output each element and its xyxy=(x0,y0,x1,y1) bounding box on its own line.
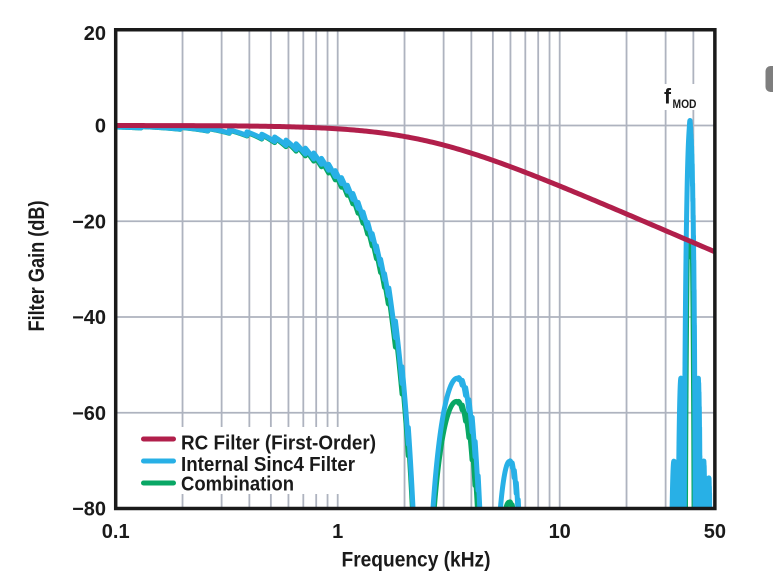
svg-text:−40: −40 xyxy=(72,307,106,329)
svg-text:−20: −20 xyxy=(72,211,106,233)
svg-text:0: 0 xyxy=(95,116,106,138)
svg-text:0.1: 0.1 xyxy=(102,521,130,543)
svg-text:RC Filter (First-Order): RC Filter (First-Order) xyxy=(181,432,376,454)
svg-text:−80: −80 xyxy=(72,499,106,521)
svg-text:10: 10 xyxy=(549,521,571,543)
svg-text:−60: −60 xyxy=(72,403,106,425)
svg-text:Combination: Combination xyxy=(181,474,294,496)
svg-text:1: 1 xyxy=(332,521,343,543)
svg-text:MOD: MOD xyxy=(673,99,697,111)
svg-text:Internal Sinc4 Filter: Internal Sinc4 Filter xyxy=(181,454,355,476)
svg-text:Frequency (kHz): Frequency (kHz) xyxy=(342,549,491,572)
svg-text:50: 50 xyxy=(704,521,726,543)
svg-text:f: f xyxy=(664,86,672,109)
svg-text:Filter Gain (dB): Filter Gain (dB) xyxy=(24,201,49,332)
svg-text:20: 20 xyxy=(84,23,106,45)
